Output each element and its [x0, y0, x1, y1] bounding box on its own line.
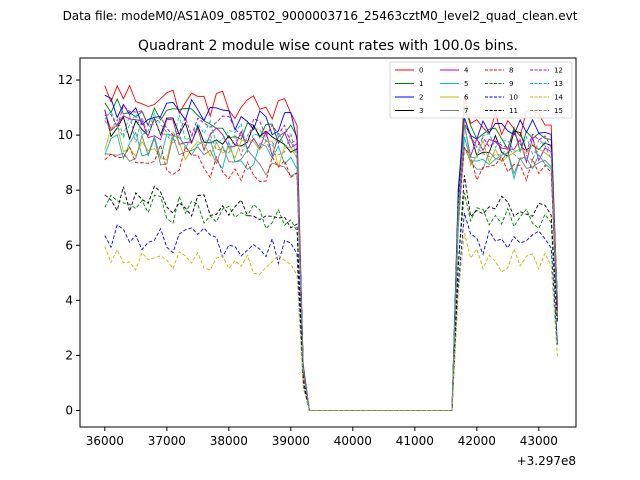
- legend-label: 3: [419, 107, 423, 115]
- x-tick-label: 38000: [210, 434, 248, 448]
- x-tick-label: 40000: [334, 434, 372, 448]
- legend-label: 9: [509, 80, 513, 88]
- x-axis: 36000 37000 38000 39000 40000 41000 42000 43000: [86, 427, 558, 448]
- legend-label: 13: [554, 80, 563, 88]
- series-line-10: [104, 212, 558, 411]
- legend-label: 12: [554, 67, 563, 75]
- series-line-3: [104, 109, 558, 411]
- legend-label: 7: [464, 107, 468, 115]
- series-line-13: [104, 110, 558, 411]
- series-line-9: [104, 192, 558, 411]
- legend-label: 1: [419, 80, 423, 88]
- y-tick-label: 10: [58, 128, 73, 142]
- series-line-4: [104, 110, 558, 411]
- series-line-1: [104, 97, 558, 411]
- legend-frame: [389, 61, 573, 119]
- chart-title: Quadrant 2 module wise count rates with …: [138, 38, 518, 54]
- legend-label: 14: [554, 94, 563, 102]
- legend-label: 2: [419, 94, 423, 102]
- series-layer: [104, 84, 558, 411]
- x-tick-label: 41000: [396, 434, 434, 448]
- legend-label: 0: [419, 67, 423, 75]
- y-tick-label: 2: [65, 348, 73, 362]
- series-line-15: [104, 113, 558, 411]
- y-tick-label: 4: [65, 293, 73, 307]
- series-line-12: [104, 104, 558, 411]
- series-line-5: [104, 131, 558, 411]
- series-line-2: [104, 94, 558, 411]
- plot-frame: [79, 57, 577, 428]
- legend-label: 6: [464, 94, 469, 102]
- y-tick-label: 6: [65, 238, 73, 252]
- y-tick-label: 12: [58, 73, 73, 87]
- x-tick-label: 37000: [148, 434, 186, 448]
- x-tick-label: 42000: [458, 434, 496, 448]
- legend-label: 11: [509, 107, 518, 115]
- x-tick-label: 39000: [272, 434, 310, 448]
- series-line-7: [104, 133, 558, 411]
- x-tick-label: 36000: [86, 434, 124, 448]
- x-tick-label: 43000: [520, 434, 558, 448]
- y-tick-label: 0: [65, 403, 73, 417]
- legend-label: 10: [509, 94, 518, 102]
- y-tick-label: 8: [65, 183, 73, 197]
- x-offset-label: +3.297e8: [517, 454, 576, 468]
- series-line-8: [104, 143, 558, 411]
- legend-label: 4: [464, 67, 469, 75]
- chart-suptitle: Data file: modeM0/AS1A09_085T02_90000037…: [63, 9, 578, 23]
- series-line-11: [104, 175, 558, 411]
- legend-label: 8: [509, 67, 513, 75]
- legend-label: 15: [554, 107, 563, 115]
- legend-label: 5: [464, 80, 468, 88]
- series-line-14: [104, 232, 558, 411]
- y-axis: 0 2 4 6 8 10 12: [58, 73, 80, 417]
